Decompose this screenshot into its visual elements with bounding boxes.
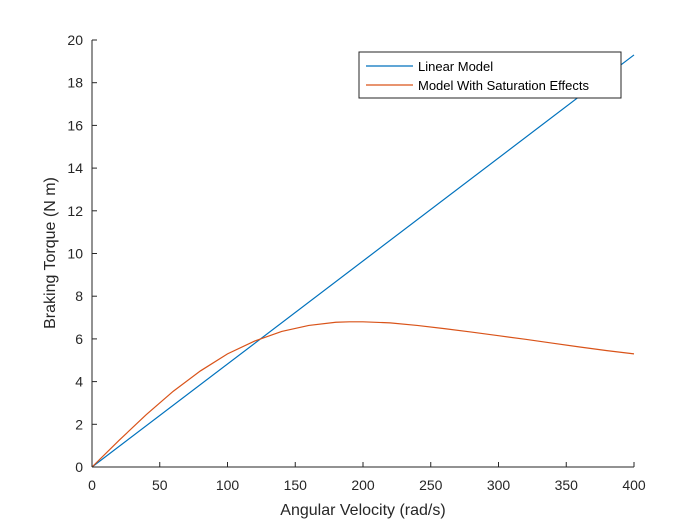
y-tick-label-4: 8: [75, 288, 83, 304]
y-tick-label-1: 2: [75, 416, 83, 432]
y-tick-label-3: 6: [75, 331, 83, 347]
x-tick-label-5: 250: [419, 477, 443, 493]
x-axis-label: Angular Velocity (rad/s): [280, 502, 445, 519]
x-tick-label-7: 350: [555, 477, 579, 493]
x-tick-label-0: 0: [88, 477, 96, 493]
legend-box: [358, 51, 622, 99]
y-tick-label-6: 12: [67, 203, 83, 219]
y-tick-label-7: 14: [67, 160, 83, 176]
x-tick-label-3: 150: [284, 477, 308, 493]
y-tick-label-0: 0: [75, 459, 83, 475]
y-tick-label-10: 20: [67, 32, 83, 48]
plot-area: [92, 40, 634, 467]
series-layer: [91, 54, 635, 468]
tick-labels: 0 50 100 150 200 250 300 350 400 0 2 4 6 8 10 12 14 16 18 2…: [67, 32, 645, 493]
x-tick-label-1: 50: [152, 477, 168, 493]
x-tick-label-4: 200: [351, 477, 375, 493]
y-tick-label-5: 10: [67, 246, 83, 262]
legend-label-linear-model: Linear Model: [418, 59, 493, 74]
y-axis-label: Braking Torque (N m): [42, 177, 59, 329]
x-tick-label-2: 100: [216, 477, 240, 493]
plot-background: [92, 40, 634, 467]
y-tick-label-8: 16: [67, 117, 83, 133]
legend: Linear Model Model With Saturation Effec…: [358, 51, 622, 99]
tick-marks: [91, 39, 635, 468]
x-tick-label-6: 300: [487, 477, 511, 493]
legend-label-saturation-model: Model With Saturation Effects: [418, 78, 590, 93]
series-line-1: [91, 321, 635, 468]
y-tick-label-9: 18: [67, 75, 83, 91]
x-tick-label-8: 400: [622, 477, 646, 493]
y-tick-label-2: 4: [75, 374, 83, 390]
series-line-0: [91, 54, 635, 468]
